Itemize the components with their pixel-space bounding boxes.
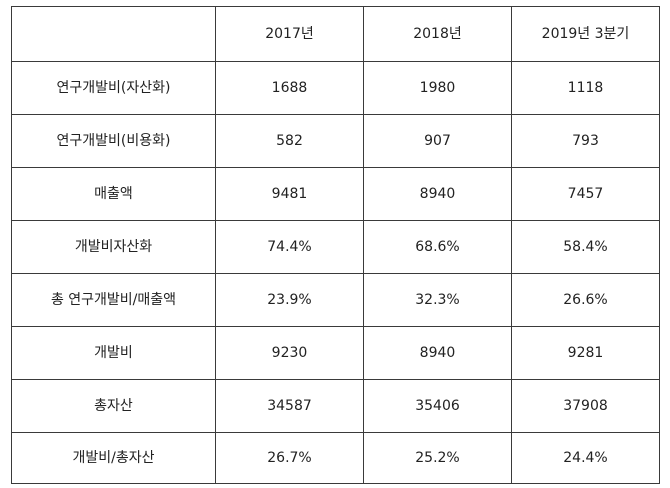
table-cell: 582 <box>215 114 364 168</box>
column-header-2017: 2017년 <box>215 6 364 62</box>
table-row: 개발비 9230 8940 9281 <box>11 326 660 380</box>
row-label: 총자산 <box>11 379 216 433</box>
column-header-2018: 2018년 <box>363 6 512 62</box>
row-label: 연구개발비(비용화) <box>11 114 216 168</box>
column-header-2019-q3: 2019년 3분기 <box>511 6 660 62</box>
table-row: 매출액 9481 8940 7457 <box>11 167 660 221</box>
table-cell: 32.3% <box>363 273 512 327</box>
table-cell: 35406 <box>363 379 512 433</box>
row-label: 개발비자산화 <box>11 220 216 274</box>
corner-cell <box>11 6 216 62</box>
table-cell: 8940 <box>363 167 512 221</box>
table-row: 연구개발비(자산화) 1688 1980 1118 <box>11 61 660 115</box>
table-cell: 58.4% <box>511 220 660 274</box>
row-label: 개발비/총자산 <box>11 432 216 484</box>
row-label: 매출액 <box>11 167 216 221</box>
table-cell: 25.2% <box>363 432 512 484</box>
table-cell: 1980 <box>363 61 512 115</box>
table-cell: 9281 <box>511 326 660 380</box>
table-row: 총 연구개발비/매출액 23.9% 32.3% 26.6% <box>11 273 660 327</box>
table-cell: 68.6% <box>363 220 512 274</box>
table-cell: 8940 <box>363 326 512 380</box>
table-cell: 1688 <box>215 61 364 115</box>
table-row: 개발비/총자산 26.7% 25.2% 24.4% <box>11 432 660 484</box>
table-cell: 1118 <box>511 61 660 115</box>
table-cell: 7457 <box>511 167 660 221</box>
table-cell: 793 <box>511 114 660 168</box>
row-label: 연구개발비(자산화) <box>11 61 216 115</box>
table-row: 연구개발비(비용화) 582 907 793 <box>11 114 660 168</box>
table-header-row: 2017년 2018년 2019년 3분기 <box>11 6 660 62</box>
table-row: 총자산 34587 35406 37908 <box>11 379 660 433</box>
table-cell: 74.4% <box>215 220 364 274</box>
table-cell: 23.9% <box>215 273 364 327</box>
row-label: 개발비 <box>11 326 216 380</box>
financial-table: 2017년 2018년 2019년 3분기 연구개발비(자산화) 1688 19… <box>11 6 660 484</box>
table-cell: 37908 <box>511 379 660 433</box>
table-cell: 26.6% <box>511 273 660 327</box>
table-cell: 9481 <box>215 167 364 221</box>
row-label: 총 연구개발비/매출액 <box>11 273 216 327</box>
table-cell: 34587 <box>215 379 364 433</box>
table-cell: 26.7% <box>215 432 364 484</box>
table-row: 개발비자산화 74.4% 68.6% 58.4% <box>11 220 660 274</box>
table-cell: 24.4% <box>511 432 660 484</box>
table-cell: 9230 <box>215 326 364 380</box>
financial-table-container: 2017년 2018년 2019년 3분기 연구개발비(자산화) 1688 19… <box>11 6 660 484</box>
table-cell: 907 <box>363 114 512 168</box>
